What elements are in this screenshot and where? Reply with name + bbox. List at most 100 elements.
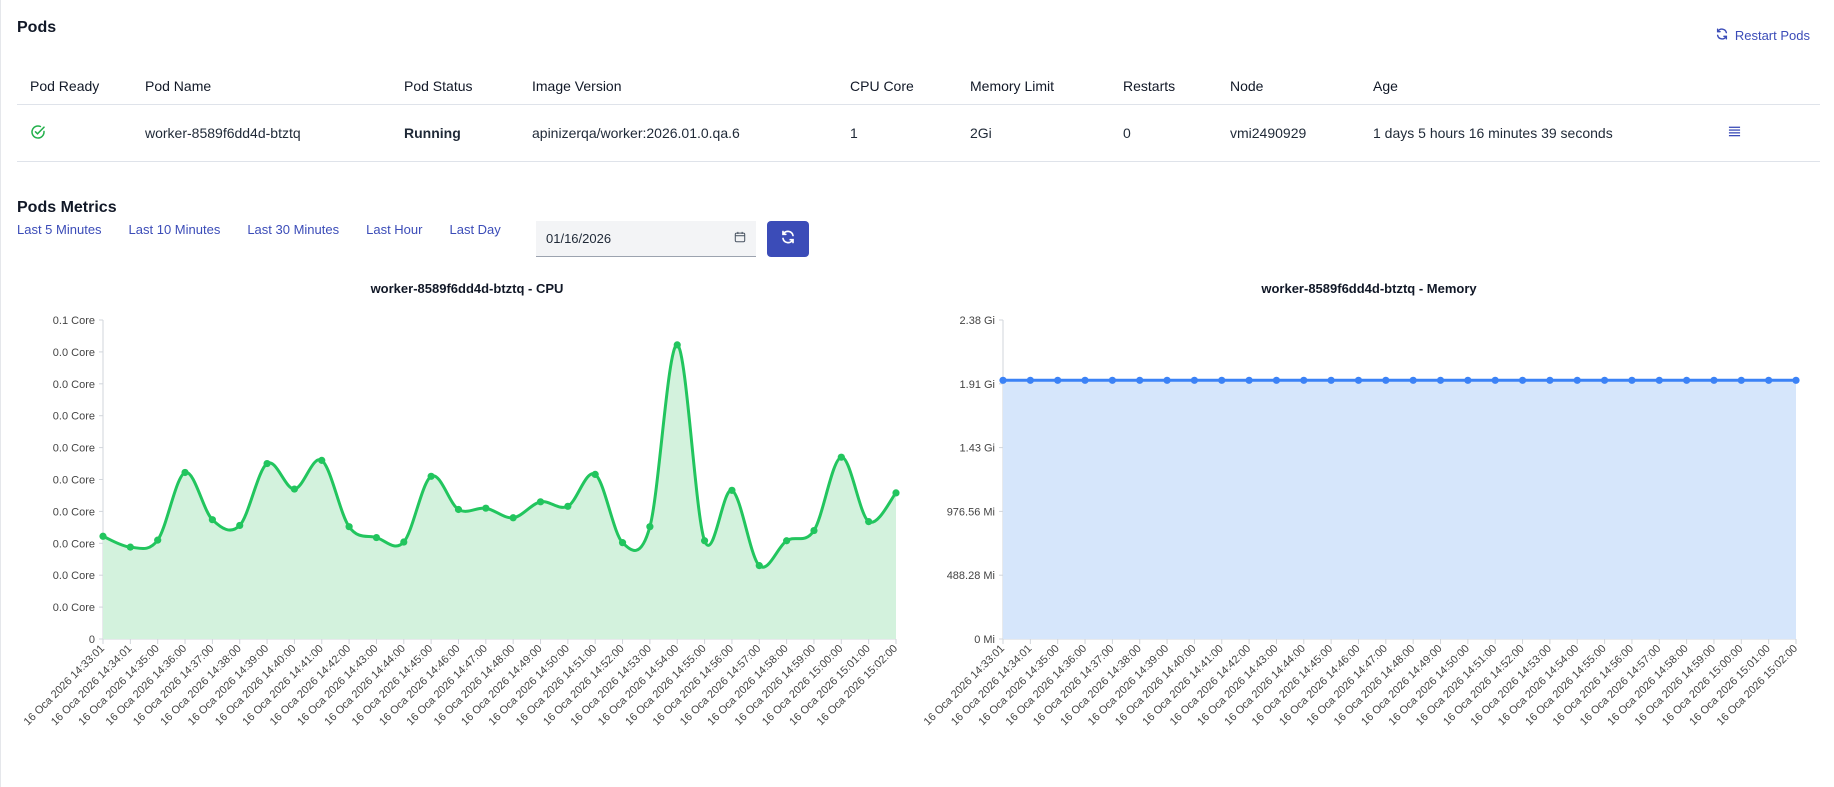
memory-data-point xyxy=(1163,376,1171,384)
refresh-icon xyxy=(1715,27,1729,44)
memory-data-point xyxy=(999,376,1007,384)
check-circle-icon xyxy=(30,124,46,143)
memory-chart-title: worker-8589f6dd4d-btztq - Memory xyxy=(1260,281,1477,296)
cpu-y-tick-label: 0.0 Core xyxy=(53,443,95,455)
cpu-data-point xyxy=(181,468,189,477)
age-cell: 1 days 5 hours 16 minutes 39 seconds xyxy=(1373,104,1728,162)
memory-data-point xyxy=(1683,376,1691,384)
cpu-data-point xyxy=(509,514,517,522)
table-row: worker-8589f6dd4d-btztq Running apinizer… xyxy=(17,104,1820,162)
cpu-data-point xyxy=(865,518,873,526)
cpu-data-point xyxy=(126,543,134,551)
cpu-data-point xyxy=(372,533,381,542)
memory-data-point xyxy=(1409,376,1417,384)
memory-data-point xyxy=(1327,376,1335,384)
restart-pods-button[interactable]: Restart Pods xyxy=(1715,27,1810,44)
memory-data-point xyxy=(1518,376,1527,384)
memory-data-point xyxy=(1491,376,1499,384)
range-last-day[interactable]: Last Day xyxy=(449,222,501,237)
menu-icon[interactable] xyxy=(1728,124,1741,141)
col-pod-name: Pod Name xyxy=(145,68,404,105)
memory-data-point xyxy=(1436,376,1445,384)
cpu-data-point xyxy=(345,523,353,531)
col-pod-ready: Pod Ready xyxy=(17,68,145,105)
range-last-30-minutes[interactable]: Last 30 Minutes xyxy=(247,222,340,237)
restarts-cell: 0 xyxy=(1123,104,1230,162)
refresh-metrics-button[interactable] xyxy=(767,221,809,257)
cpu-y-tick-label: 0.0 Core xyxy=(53,570,95,582)
memory-data-point xyxy=(1655,376,1663,384)
cpu-data-point xyxy=(646,523,654,531)
col-memory-limit: Memory Limit xyxy=(970,68,1123,105)
col-restarts: Restarts xyxy=(1123,68,1230,105)
memory-data-point xyxy=(1710,376,1718,384)
cpu-data-point xyxy=(728,486,736,494)
cpu-data-point xyxy=(673,341,681,349)
memory-area xyxy=(1003,380,1796,639)
metrics-title: Pods Metrics xyxy=(17,199,117,216)
cpu-data-point xyxy=(536,498,545,506)
actions-cell xyxy=(1728,104,1820,162)
cpu-data-point xyxy=(154,536,162,544)
memory-y-tick-label: 2.38 Gi xyxy=(960,315,995,327)
cpu-data-point xyxy=(290,485,299,493)
calendar-icon[interactable] xyxy=(734,231,746,246)
cpu-area xyxy=(103,344,896,639)
cpu-y-tick-label: 0.1 Core xyxy=(53,315,95,327)
memory-data-point xyxy=(1054,376,1062,384)
memory-y-tick-label: 488.28 Mi xyxy=(947,570,995,582)
status-badge: Running xyxy=(404,104,532,162)
memory-data-point xyxy=(1136,376,1144,384)
col-age: Age xyxy=(1373,68,1728,105)
node-cell: vmi2490929 xyxy=(1230,104,1373,162)
memory-data-point xyxy=(1737,376,1745,384)
refresh-icon xyxy=(780,229,796,250)
cpu-data-point xyxy=(892,489,900,497)
col-node: Node xyxy=(1230,68,1373,105)
restart-pods-label: Restart Pods xyxy=(1734,28,1810,43)
cpu-data-point xyxy=(837,453,845,461)
memory-data-point xyxy=(1600,376,1609,384)
cpu-y-tick-label: 0.0 Core xyxy=(53,538,95,550)
memory-data-point xyxy=(1108,376,1116,384)
date-picker-input[interactable]: 01/16/2026 xyxy=(536,221,756,257)
cpu-data-point xyxy=(591,470,599,478)
cpu-chart-title: worker-8589f6dd4d-btztq - CPU xyxy=(370,281,564,296)
memory-data-point xyxy=(1464,376,1472,384)
range-last-hour[interactable]: Last Hour xyxy=(366,222,423,237)
cpu-data-point xyxy=(454,505,463,514)
pods-title: Pods xyxy=(17,19,57,36)
memory-data-point xyxy=(1081,376,1089,384)
memory-data-point xyxy=(1245,376,1253,384)
cpu-data-point xyxy=(236,521,244,530)
pod-name-cell: worker-8589f6dd4d-btztq xyxy=(145,104,404,162)
cpu-y-tick-label: 0.0 Core xyxy=(53,475,95,487)
cpu-data-point xyxy=(810,526,818,535)
range-last-10-minutes[interactable]: Last 10 Minutes xyxy=(128,222,221,237)
memory-chart: worker-8589f6dd4d-btztq - Memory 2.38 Gi 1… xyxy=(922,281,1800,728)
cpu-y-tick-label: 0.0 Core xyxy=(53,602,95,614)
cpu-y-tick-label: 0.0 Core xyxy=(53,411,95,423)
cpu-data-point xyxy=(208,516,216,524)
cpu-data-point xyxy=(618,539,627,547)
col-pod-status: Pod Status xyxy=(404,68,532,105)
cpu-y-tick-label: 0 xyxy=(89,634,95,646)
memory-data-point xyxy=(1190,376,1199,384)
cpu-data-point xyxy=(400,538,408,546)
memory-data-point xyxy=(1573,376,1581,384)
col-cpu-core: CPU Core xyxy=(850,68,970,105)
cpu-data-point xyxy=(318,456,326,464)
memory-data-point xyxy=(1300,376,1308,384)
cpu-data-point xyxy=(755,562,763,570)
memory-y-tick-label: 1.43 Gi xyxy=(960,443,995,455)
memory-data-point xyxy=(1354,376,1363,384)
memory-data-point xyxy=(1272,376,1281,384)
memory-data-point xyxy=(1765,376,1773,384)
cpu-data-point xyxy=(263,459,271,468)
pod-ready-cell xyxy=(17,104,145,162)
table-header-row: Pod Ready Pod Name Pod Status Image Vers… xyxy=(17,68,1820,105)
range-last-5-minutes[interactable]: Last 5 Minutes xyxy=(17,222,102,237)
time-range-links: Last 5 Minutes Last 10 Minutes Last 30 M… xyxy=(17,222,528,237)
cpu-y-tick-label: 0.0 Core xyxy=(53,347,95,359)
